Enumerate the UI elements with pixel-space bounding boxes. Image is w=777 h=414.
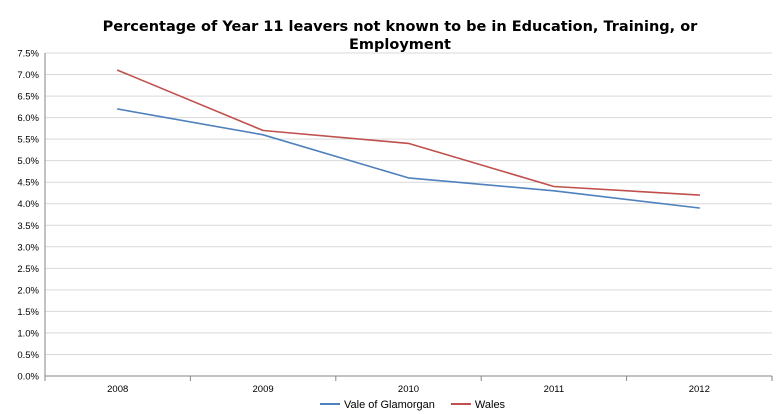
y-tick-label: 0.0%: [17, 372, 39, 383]
y-tick-label: 5.0%: [17, 156, 39, 167]
y-tick-label: 2.0%: [17, 285, 39, 296]
y-tick-label: 0.5%: [17, 350, 39, 361]
chart-title-line-1: Percentage of Year 11 leavers not known …: [103, 19, 699, 35]
y-tick-label: 3.5%: [17, 221, 39, 232]
legend-label: Wales: [475, 399, 506, 411]
y-tick-label: 4.5%: [17, 178, 39, 189]
y-tick-label: 6.0%: [17, 113, 39, 124]
legend: Vale of Glamorgan Wales: [320, 399, 506, 411]
y-tick-label: 7.5%: [17, 49, 39, 60]
x-tick-label: 2011: [544, 384, 564, 395]
legend-item: Wales: [450, 399, 506, 411]
legend-item: Vale of Glamorgan: [320, 399, 435, 411]
y-axis: 0.0% 0.5% 1.0% 1.5% 2.0% 2.5% 3.0% 3.5% 4.0% 4.5%…: [17, 49, 46, 383]
y-tick-label: 2.5%: [17, 264, 39, 275]
x-tick-label: 2010: [398, 384, 419, 395]
y-tick-label: 5.5%: [17, 135, 39, 146]
legend-label: Vale of Glamorgan: [344, 399, 435, 411]
series-line-0: [116, 108, 701, 209]
x-tick-label: 2008: [107, 384, 128, 395]
y-tick-label: 1.0%: [17, 328, 39, 339]
chart-title: Percentage of Year 11 leavers not known …: [103, 19, 699, 53]
y-tick-label: 1.5%: [17, 307, 39, 318]
series-lines: [116, 69, 701, 209]
y-tick-label: 3.0%: [17, 242, 39, 253]
series-line-1: [116, 69, 701, 196]
x-tick-label: 2012: [689, 384, 710, 395]
y-tick-label: 4.0%: [17, 199, 39, 210]
chart-title-line-2: Employment: [349, 37, 451, 53]
x-tick-label: 2009: [253, 384, 274, 395]
y-tick-label: 7.0%: [17, 70, 39, 81]
x-axis: 2008 2009 2010 2011 2012: [44, 375, 773, 395]
y-tick-label: 6.5%: [17, 92, 39, 103]
